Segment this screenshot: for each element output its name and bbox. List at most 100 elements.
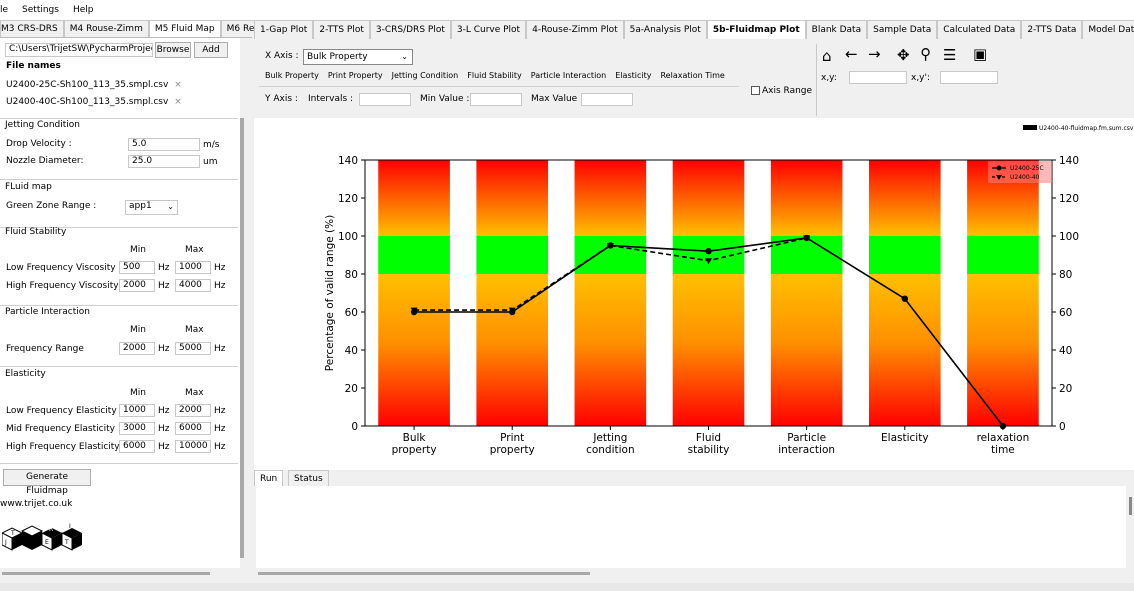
lf-elasticity-min[interactable]: 1000 (119, 404, 155, 417)
y-tick-label-right: 120 (1059, 193, 1079, 205)
file-path-input[interactable]: C:\Users\TrijetSW\PycharmProjects\ (5, 43, 153, 57)
max-value-input[interactable] (581, 93, 633, 106)
intervals-label: Intervals : (308, 94, 354, 104)
add-button[interactable]: Add (194, 42, 228, 58)
save-icon[interactable]: ▣ (973, 45, 988, 63)
tab-crs-drs-plot[interactable]: 3-CRS/DRS Plot (369, 20, 451, 39)
x-axis-options: Bulk Property Print Property Jetting Con… (265, 71, 725, 80)
drop-velocity-input[interactable]: 5.0 (128, 138, 200, 151)
run-console[interactable] (256, 486, 1126, 568)
right-tab-bar: 1-Gap Plot 2-TTS Plot 3-CRS/DRS Plot 3-L… (254, 20, 1134, 40)
y-tick-label-right: 20 (1059, 383, 1072, 395)
series-2-point (705, 258, 712, 265)
left-panel-hscroll[interactable] (2, 572, 210, 575)
green-zone-select[interactable]: app1 ⌄ (125, 200, 178, 215)
tab-m3[interactable]: M3 CRS-DRS (0, 20, 64, 37)
tab-tts-data[interactable]: 2-TTS Data (1021, 20, 1083, 39)
mf-elasticity-label: Mid Frequency Elasticity (6, 424, 115, 434)
x-tick-label: time (991, 444, 1015, 456)
tab-run[interactable]: Run (254, 470, 284, 486)
min-value-input[interactable] (470, 93, 522, 106)
hz-unit: Hz (158, 406, 170, 416)
series-line-2 (414, 237, 807, 311)
x-option[interactable]: Fluid Stability (467, 71, 522, 80)
axis-range-label: Axis Range (762, 86, 813, 96)
back-arrow-icon[interactable]: ← (845, 45, 858, 63)
tab-calculated-data[interactable]: Calculated Data (937, 20, 1022, 39)
lf-viscosity-max[interactable]: 1000 (175, 261, 211, 274)
tab-tts-plot[interactable]: 2-TTS Plot (313, 20, 370, 39)
forward-arrow-icon[interactable]: → (868, 45, 881, 63)
band-top (378, 160, 450, 236)
tab-l-curve-plot[interactable]: 3-L Curve Plot (450, 20, 527, 39)
band-bottom (672, 274, 745, 426)
tab-model-data[interactable]: Model Data (1082, 20, 1134, 39)
axis-range-checkbox[interactable] (751, 86, 760, 95)
file-names-title: File names (6, 61, 61, 71)
hf-viscosity-label: High Frequency Viscosity (6, 281, 119, 291)
menu-help[interactable]: Help (72, 5, 94, 15)
tab-m5[interactable]: M5 Fluid Map (148, 20, 221, 37)
y-tick-label-left: 100 (338, 231, 358, 243)
zoom-icon[interactable]: ⚲ (920, 45, 931, 63)
x-option[interactable]: Bulk Property (265, 71, 319, 80)
nozzle-unit: um (203, 157, 218, 167)
xy-input[interactable] (849, 71, 907, 84)
lf-viscosity-min[interactable]: 500 (119, 261, 155, 274)
green-zone-label: Green Zone Range : (6, 201, 97, 211)
hz-unit: Hz (214, 424, 226, 434)
x-option[interactable]: Print Property (327, 71, 383, 80)
tab-rouse-zimm-plot[interactable]: 4-Rouse-Zimm Plot (526, 20, 624, 39)
x-axis-select[interactable]: Bulk Property ⌄ (303, 49, 413, 65)
lf-elasticity-max[interactable]: 2000 (175, 404, 211, 417)
tab-blank-data[interactable]: Blank Data (805, 20, 868, 39)
hf-viscosity-max[interactable]: 4000 (175, 279, 211, 292)
pi-max-header: Max (185, 325, 204, 335)
tab-status[interactable]: Status (288, 470, 329, 486)
home-icon[interactable]: ⌂ (822, 47, 832, 65)
file-item-2[interactable]: U2400-40C-Sh100_113_35.smpl.csv × (6, 97, 182, 107)
website-text: www.trijet.co.uk (0, 499, 73, 509)
series-1-point (901, 295, 908, 302)
y-tick-label-right: 80 (1059, 269, 1072, 281)
nozzle-input[interactable]: 25.0 (128, 155, 200, 168)
left-panel-scrollbar[interactable] (240, 118, 244, 558)
x-tick-label: stability (688, 444, 730, 456)
tab-m4[interactable]: M4 Rouse-Zimm (63, 20, 149, 37)
tab-sample-data[interactable]: Sample Data (867, 20, 938, 39)
file-name: U2400-40C-Sh100_113_35.smpl.csv (6, 97, 169, 107)
console-scrollbar[interactable] (1129, 497, 1132, 515)
x-option[interactable]: Relaxation Time (660, 71, 725, 80)
tab-fluidmap-plot[interactable]: 5b-Fluidmap Plot (706, 20, 806, 39)
generate-fluidmap-button[interactable]: Generate Fluidmap (3, 469, 91, 496)
configure-icon[interactable]: ☰ (943, 46, 957, 64)
run-tab-bar: Run Status (254, 470, 1134, 486)
xy-prime-label: x,y': (911, 73, 931, 83)
menu-file[interactable]: le (0, 5, 9, 15)
hf-elasticity-min[interactable]: 6000 (119, 440, 155, 453)
x-option[interactable]: Particle Interaction (530, 71, 607, 80)
menu-settings[interactable]: Settings (22, 5, 59, 15)
move-icon[interactable]: ✥ (897, 46, 910, 64)
x-option[interactable]: Jetting Condition (391, 71, 459, 80)
frequency-range-max[interactable]: 5000 (175, 342, 211, 355)
xy-prime-input[interactable] (940, 71, 998, 84)
logo-letter: J (4, 539, 7, 546)
console-hscroll[interactable] (258, 572, 590, 575)
series-1-point (999, 422, 1007, 430)
intervals-input[interactable] (359, 93, 411, 106)
file-item-1[interactable]: U2400-25C-Sh100_113_35.smpl.csv × (6, 80, 182, 90)
mf-elasticity-min[interactable]: 3000 (119, 422, 155, 435)
hz-unit: Hz (214, 281, 226, 291)
hf-elasticity-max[interactable]: 10000 (175, 440, 211, 453)
x-option[interactable]: Elasticity (615, 71, 652, 80)
hz-unit: Hz (158, 263, 170, 273)
tab-analysis-plot[interactable]: 5a-Analysis Plot (623, 20, 707, 39)
remove-file-icon[interactable]: × (174, 97, 182, 107)
browse-button[interactable]: Browse (155, 42, 191, 58)
hf-viscosity-min[interactable]: 2000 (119, 279, 155, 292)
mf-elasticity-max[interactable]: 6000 (175, 422, 211, 435)
remove-file-icon[interactable]: × (174, 80, 182, 90)
tab-gap-plot[interactable]: 1-Gap Plot (254, 20, 314, 39)
frequency-range-min[interactable]: 2000 (119, 342, 155, 355)
